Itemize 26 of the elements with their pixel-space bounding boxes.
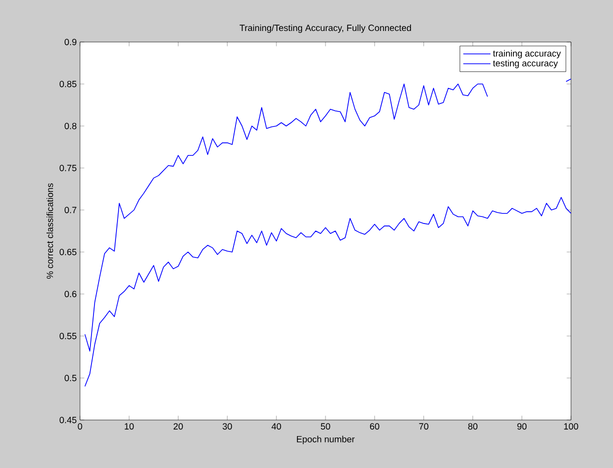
x-tick-label: 20 [174, 423, 183, 430]
legend-label: training accuracy [493, 50, 561, 58]
y-tick-label: 0.5 [64, 374, 76, 382]
legend-label: testing accuracy [493, 60, 558, 68]
x-tick-label: 90 [517, 423, 527, 430]
x-tick-label: 30 [222, 423, 232, 430]
x-tick-label: 50 [320, 423, 330, 430]
x-tick-label: 40 [272, 423, 282, 430]
y-tick-label: 0.55 [60, 332, 76, 340]
chart-title: Training/Testing Accuracy, Fully Connected [240, 24, 411, 33]
y-tick-label: 0.8 [64, 122, 76, 130]
y-tick-label: 0.6 [64, 290, 76, 298]
y-tick-label: 0.9 [64, 38, 76, 46]
x-tick-label: 10 [124, 423, 134, 430]
x-tick-label: 60 [370, 423, 380, 430]
y-tick-label: 0.85 [60, 80, 76, 88]
x-tick-label: 80 [468, 423, 478, 430]
y-tick-label: 0.7 [64, 206, 76, 214]
y-tick-label: 0.45 [60, 416, 76, 424]
x-axis-title: Epoch number [296, 436, 355, 444]
x-tick-label: 100 [564, 423, 578, 430]
y-axis-title: % correct classifications [46, 183, 54, 279]
x-tick-label: 70 [419, 423, 428, 430]
y-tick-label: 0.65 [60, 248, 76, 256]
x-tick-label: 0 [78, 423, 82, 430]
y-tick-label: 0.75 [60, 164, 76, 172]
